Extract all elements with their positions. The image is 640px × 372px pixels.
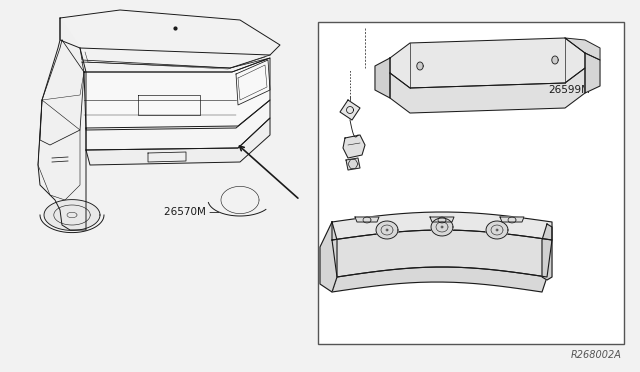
Text: 26570M —: 26570M —	[164, 207, 220, 217]
Polygon shape	[332, 212, 552, 240]
Polygon shape	[346, 158, 360, 170]
Polygon shape	[44, 200, 100, 230]
Text: R268002A: R268002A	[571, 350, 622, 360]
Polygon shape	[343, 135, 365, 158]
Polygon shape	[486, 221, 508, 239]
Polygon shape	[332, 267, 547, 292]
Polygon shape	[390, 38, 585, 88]
Polygon shape	[320, 222, 337, 292]
Polygon shape	[500, 217, 524, 222]
Polygon shape	[86, 118, 270, 165]
Bar	[318, 22, 624, 344]
Polygon shape	[430, 217, 454, 222]
Polygon shape	[417, 62, 423, 70]
Polygon shape	[376, 221, 398, 239]
Polygon shape	[431, 218, 453, 236]
Text: 26599M: 26599M	[548, 85, 590, 95]
Polygon shape	[84, 58, 270, 130]
Polygon shape	[38, 18, 86, 230]
Polygon shape	[340, 100, 360, 120]
Polygon shape	[375, 58, 390, 98]
Polygon shape	[565, 38, 600, 60]
Polygon shape	[585, 53, 600, 93]
Polygon shape	[390, 68, 585, 113]
Polygon shape	[86, 100, 270, 150]
Polygon shape	[355, 217, 379, 222]
Polygon shape	[542, 224, 552, 280]
Polygon shape	[552, 56, 558, 64]
Polygon shape	[332, 230, 552, 277]
